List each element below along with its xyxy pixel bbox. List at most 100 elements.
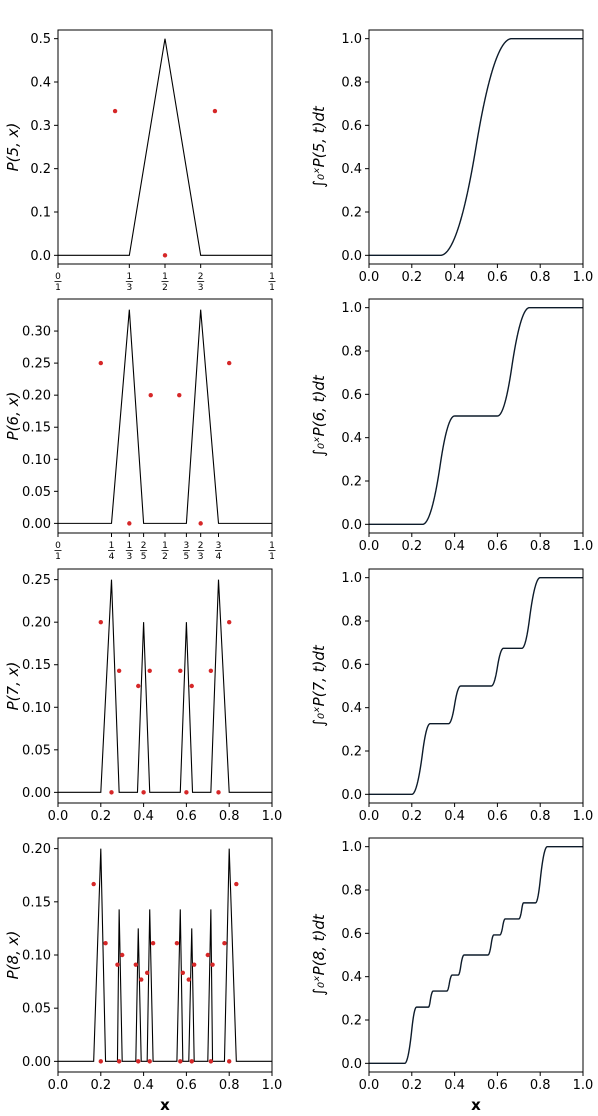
y-tick-label: 0.8 [341, 76, 362, 91]
x-axis-label: x [471, 1096, 481, 1114]
y-axis-label: P(6, x) [4, 392, 22, 441]
x-tick-fraction: 35 [182, 541, 190, 562]
data-point [216, 790, 221, 795]
data-point [222, 940, 227, 946]
x-tick-denominator: 3 [198, 552, 204, 562]
y-axis-label: P(7, x) [4, 662, 22, 711]
y-tick-label: 0.15 [22, 658, 51, 673]
y-tick-label: 0.00 [22, 786, 51, 801]
series-line [369, 306, 583, 526]
x-tick-label: 0.4 [444, 1078, 465, 1093]
data-point [205, 952, 210, 958]
y-tick-label: 0.3 [30, 119, 51, 134]
y-axis-label: ∫₀ˣP(8, t)dt [310, 913, 328, 996]
x-tick-label: 0.6 [487, 270, 508, 285]
x-tick-denominator: 3 [198, 283, 204, 293]
y-tick-label: 0.0 [341, 788, 362, 803]
y-tick-label: 0.4 [30, 76, 51, 91]
x-tick-fraction: 11 [268, 541, 276, 562]
x-tick-numerator: 1 [126, 272, 132, 282]
x-tick-label: 0.6 [176, 1078, 197, 1093]
y-tick-label: 0.2 [30, 162, 51, 177]
data-point [208, 668, 214, 673]
x-tick-denominator: 4 [109, 552, 115, 562]
y-tick-label: 0.8 [341, 345, 362, 360]
x-tick-label: 0.2 [401, 270, 422, 285]
series-line [58, 38, 272, 256]
y-tick-label: 0.00 [22, 517, 51, 532]
data-point [191, 962, 197, 967]
y-axis-label: P(8, x) [4, 931, 22, 980]
x-tick-label: 1.0 [573, 539, 594, 554]
axes-frame [368, 29, 584, 265]
data-point [227, 1059, 232, 1064]
y-tick-label: 0.2 [341, 475, 362, 490]
series-line [369, 845, 583, 1065]
data-point [127, 521, 132, 526]
data-point [174, 940, 180, 946]
y-tick-label: 0.20 [22, 616, 51, 631]
x-tick-numerator: 1 [162, 272, 168, 282]
x-tick-label: 0.6 [487, 809, 508, 824]
x-tick-numerator: 3 [216, 541, 222, 551]
data-point [186, 977, 191, 982]
x-tick-numerator: 1 [269, 272, 275, 282]
y-tick-label: 0.10 [22, 949, 51, 964]
x-tick-label: 0.6 [176, 809, 197, 824]
panel-c5: 0.0 0.2 0.4 0.6 0.8 1.0 0.0 0.2 0.4 0.6 0.8 1.0 ∫₀ˣP… [310, 29, 594, 285]
y-tick-label: 1.0 [341, 301, 362, 316]
data-point [115, 962, 120, 967]
y-tick-label: 0.5 [30, 32, 51, 47]
x-tick-label: 0.4 [133, 809, 154, 824]
panel-c8: 0.0 0.2 0.4 0.6 0.8 1.0 0.0 0.2 0.4 0.6 0.8 1.0 ∫₀ˣP… [310, 837, 594, 1114]
x-tick-denominator: 1 [269, 552, 275, 562]
x-tick-label: 0.2 [401, 539, 422, 554]
data-point [98, 360, 104, 366]
x-tick-label: 0.4 [444, 809, 465, 824]
y-tick-label: 0.15 [22, 421, 51, 436]
y-axis-label: ∫₀ˣP(7, t)dt [310, 644, 328, 727]
data-point [177, 392, 182, 398]
data-point [120, 952, 125, 958]
x-tick-fraction: 13 [125, 541, 133, 562]
x-tick-label: 0.0 [359, 539, 380, 554]
x-tick-denominator: 1 [55, 552, 61, 562]
x-tick-numerator: 3 [184, 541, 190, 551]
x-tick-label: 0.4 [133, 1078, 154, 1093]
x-tick-numerator: 1 [126, 541, 132, 551]
x-tick-label: 0.2 [90, 1078, 111, 1093]
data-point [227, 360, 232, 366]
x-tick-label: 1.0 [262, 809, 283, 824]
data-point [116, 668, 122, 673]
axes-frame [368, 837, 584, 1073]
y-tick-label: 0.4 [341, 431, 362, 446]
x-tick-label: 0.4 [444, 270, 465, 285]
data-point [103, 940, 108, 946]
x-tick-denominator: 4 [216, 552, 222, 562]
x-tick-label: 0.0 [359, 1078, 380, 1093]
x-tick-label: 0.4 [444, 539, 465, 554]
series-line [58, 579, 272, 793]
data-point [212, 108, 218, 114]
x-tick-denominator: 5 [141, 552, 147, 562]
x-tick-label: 1.0 [573, 1078, 594, 1093]
x-tick-label: 0.8 [530, 1078, 551, 1093]
y-tick-label: 0.0 [30, 249, 51, 264]
panel-p7: 0.00 0.05 0.10 0.15 0.20 0.25 0.0 0.2 0.4 0.6 0.8 1… [4, 568, 283, 824]
data-point [98, 619, 104, 625]
y-tick-label: 0.05 [22, 485, 51, 500]
data-point [147, 1059, 152, 1064]
data-point [178, 1059, 183, 1064]
x-tick-label: 0.8 [530, 809, 551, 824]
x-tick-numerator: 1 [269, 541, 275, 551]
y-axis-label: P(5, x) [4, 123, 22, 172]
data-point [141, 790, 146, 795]
data-point [133, 962, 139, 967]
x-tick-label: 0.8 [219, 809, 240, 824]
x-tick-label: 1.0 [573, 270, 594, 285]
x-tick-numerator: 0 [55, 541, 61, 551]
axes-frame [368, 298, 584, 534]
data-point [178, 668, 183, 673]
x-tick-label: 0.2 [90, 809, 111, 824]
